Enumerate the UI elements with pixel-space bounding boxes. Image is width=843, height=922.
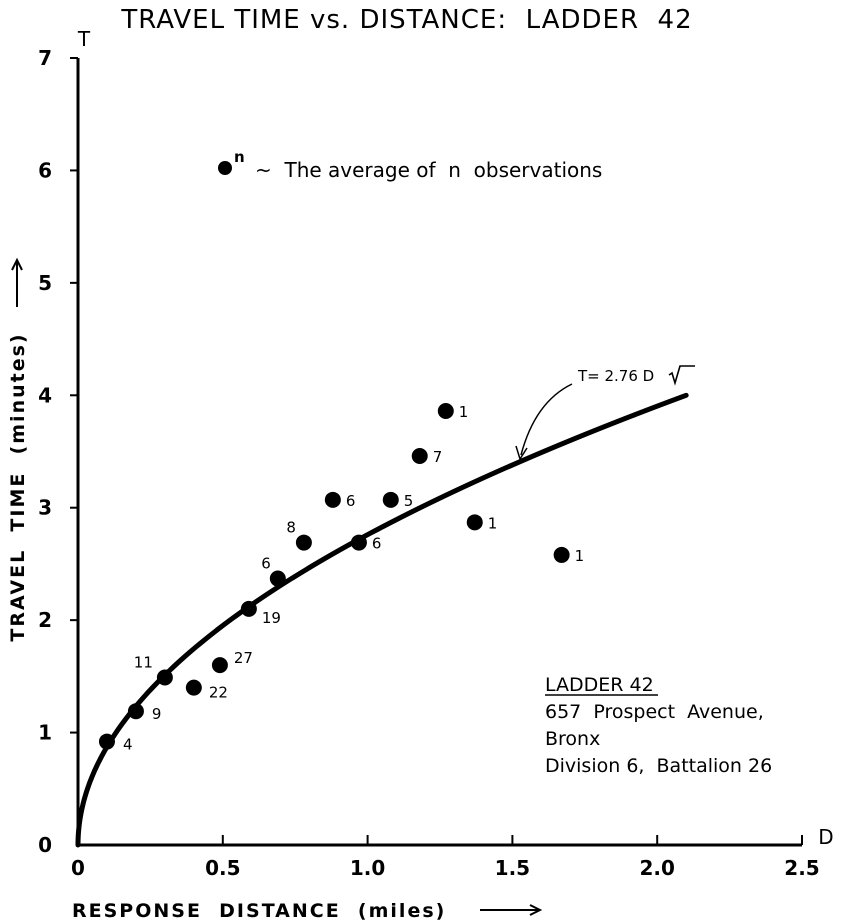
info-block: LADDER 42 657 Prospect Avenue, Bronx Div… xyxy=(545,674,772,777)
x-axis-title-text: RESPONSE DISTANCE (miles) xyxy=(72,900,446,922)
data-point xyxy=(156,669,173,686)
data-point-label: 1 xyxy=(459,403,469,421)
x-axis-title-arrowhead xyxy=(529,904,543,916)
x-tick-label: 2.0 xyxy=(639,856,674,880)
data-point xyxy=(324,491,341,508)
y-tick-label: 2 xyxy=(38,608,52,632)
data-point-label: 6 xyxy=(372,535,382,553)
y-tick-label: 1 xyxy=(38,721,52,745)
x-ticks: 0 0.5 1.0 1.5 2.0 2.5 xyxy=(71,835,820,880)
legend-text: ~ The average of n observations xyxy=(255,158,602,182)
x-tick-label: 1.5 xyxy=(495,856,530,880)
y-tick-label: 7 xyxy=(38,46,52,70)
data-point xyxy=(211,657,228,674)
data-point xyxy=(466,514,483,531)
legend: n ~ The average of n observations xyxy=(218,148,602,182)
y-tick-label: 3 xyxy=(38,496,52,520)
axes: T D xyxy=(76,27,834,849)
data-point-label: 11 xyxy=(134,653,153,671)
data-point xyxy=(553,546,570,563)
fit-curve xyxy=(75,392,689,848)
info-line-2: Bronx xyxy=(545,728,600,750)
x-tick-label: 0.5 xyxy=(205,856,240,880)
chart-title: TRAVEL TIME vs. DISTANCE: LADDER 42 xyxy=(120,5,692,35)
legend-marker-label: n xyxy=(234,148,245,166)
data-point xyxy=(295,534,312,551)
data-point-label: 27 xyxy=(234,649,253,667)
data-point xyxy=(185,679,202,696)
data-point xyxy=(411,447,428,464)
info-line-1: 657 Prospect Avenue, xyxy=(545,701,764,723)
data-point-label: 6 xyxy=(346,492,356,510)
data-point xyxy=(98,733,115,750)
fit-label-radicand: D xyxy=(643,367,655,385)
x-tick-label: 1.0 xyxy=(350,856,385,880)
data-point-label: 6 xyxy=(261,555,271,573)
data-point xyxy=(437,403,454,420)
data-point xyxy=(269,570,286,587)
data-point xyxy=(240,600,257,617)
data-point-label: 9 xyxy=(152,705,162,723)
x-tick-label: 0 xyxy=(71,856,85,880)
y-tick-label: 5 xyxy=(38,271,52,295)
data-point-label: 4 xyxy=(123,736,133,754)
legend-marker xyxy=(218,161,232,175)
x-axis-title: RESPONSE DISTANCE (miles) xyxy=(72,900,543,922)
fit-label-prefix: T= 2.76 xyxy=(577,367,643,385)
y-tick-label: 6 xyxy=(38,158,52,182)
y-axis-title: TRAVEL TIME (minutes) xyxy=(7,257,29,642)
data-point xyxy=(382,491,399,508)
data-point xyxy=(350,534,367,551)
x-tick-label: 2.5 xyxy=(784,856,819,880)
info-title: LADDER 42 xyxy=(545,674,654,696)
fit-label: T= 2.76 D xyxy=(515,365,695,461)
y-tick-label: 0 xyxy=(38,833,52,857)
y-axis-title-text: TRAVEL TIME (minutes) xyxy=(7,332,29,641)
info-line-3: Division 6, Battalion 26 xyxy=(545,755,772,777)
fit-label-text: T= 2.76 D xyxy=(577,367,654,385)
data-point-label: 19 xyxy=(262,609,281,627)
x-axis-letter: D xyxy=(818,825,833,849)
data-point xyxy=(127,703,144,720)
fit-label-radical-sign xyxy=(668,365,695,386)
data-point-label: 7 xyxy=(433,448,443,466)
y-axis-letter: T xyxy=(77,27,91,51)
fit-label-pointer xyxy=(520,383,573,456)
data-point-label: 1 xyxy=(575,547,585,565)
data-point-label: 22 xyxy=(209,684,228,702)
y-ticks: 0 1 2 3 4 5 6 7 xyxy=(38,46,78,857)
fit-label-pointer-head xyxy=(515,445,528,461)
data-point-label: 5 xyxy=(404,492,414,510)
y-axis-title-arrowhead xyxy=(11,257,23,271)
data-point-label: 1 xyxy=(488,514,498,532)
data-point-label: 8 xyxy=(286,519,296,537)
y-tick-label: 4 xyxy=(38,383,52,407)
